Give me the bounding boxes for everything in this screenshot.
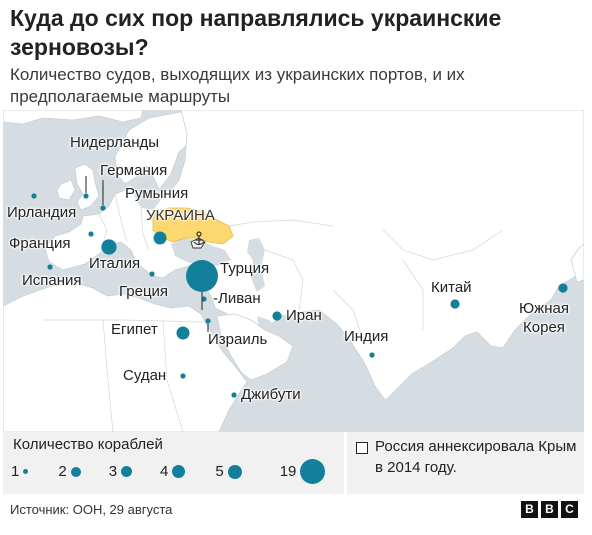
label-romania: Румыния	[125, 185, 189, 202]
legend-dot	[23, 469, 29, 474]
bbc-logo-b2: B	[541, 501, 558, 518]
marker-romania	[153, 231, 167, 245]
legend-dot	[70, 466, 81, 477]
label-greece: Греция	[119, 283, 169, 300]
legend-item-label: 1	[11, 463, 20, 480]
marker-djibouti	[231, 392, 237, 398]
marker-egypt	[176, 326, 190, 340]
bbc-logo: B B C	[518, 501, 578, 518]
label-egypt: Египет	[111, 321, 158, 338]
country-borders	[43, 193, 504, 432]
legend-item-19: 19	[280, 459, 326, 484]
port-anchor-icon	[193, 231, 205, 246]
marker-india	[369, 352, 375, 358]
label-turkey: Турция	[220, 260, 270, 277]
legend-item-label: 5	[215, 463, 224, 480]
marker-italy	[101, 239, 117, 255]
crimea-note: Россия аннексировала Крым в 2014 году.	[375, 438, 577, 476]
marker-sudan	[180, 373, 186, 379]
marker-greece	[149, 271, 155, 277]
persian-gulf	[257, 316, 279, 336]
marker-china	[450, 299, 460, 309]
marker-iran	[272, 311, 282, 321]
label-djibouti: Джибути	[241, 386, 301, 403]
legend-item-label: 4	[160, 463, 169, 480]
legend-dot	[172, 465, 186, 478]
legend-dot	[121, 466, 133, 477]
legend-item-label: 2	[58, 463, 67, 480]
caspian-sea	[247, 238, 265, 292]
marker-turkey	[186, 260, 218, 292]
label-italy: Италия	[89, 255, 141, 272]
legend-dot	[300, 459, 326, 484]
label-ukraine: УКРАИНА	[146, 207, 215, 224]
legend-item-label: 19	[279, 463, 297, 480]
chart-title: Куда до сих пор направлялись украинские …	[10, 5, 502, 60]
marker-france	[88, 231, 94, 237]
legend-items: 1 2 3 4 5 19	[11, 459, 326, 484]
marker-spain	[47, 264, 53, 270]
arabia-land	[216, 313, 294, 381]
marker-lebanon	[201, 296, 207, 302]
legend-divider	[344, 432, 347, 494]
marker-netherlands	[83, 193, 89, 199]
legend-item-4: 4	[160, 463, 186, 480]
label-india: Индия	[344, 328, 389, 345]
label-sudan: Судан	[123, 367, 167, 384]
legend: Количество кораблей 1 2 3 4 5 19 Россия аннек…	[3, 432, 584, 494]
label-china: Китай	[431, 279, 472, 296]
black-sea	[171, 238, 231, 266]
map-canvas	[3, 110, 584, 432]
uk-land	[74, 163, 100, 211]
legend-title: Количество кораблей	[13, 436, 163, 453]
marker-israel	[205, 318, 211, 324]
japan-land	[570, 243, 584, 283]
mediterranean-sea	[65, 250, 207, 306]
label-lebanon: -Ливан	[213, 290, 261, 307]
marker-germany	[100, 205, 106, 211]
leader-lines	[85, 176, 209, 332]
label-spain: Испания	[22, 272, 82, 289]
legend-item-2: 2	[58, 463, 81, 480]
bbc-logo-b1: B	[521, 501, 538, 518]
label-germany: Германия	[100, 162, 168, 179]
ireland-land	[56, 179, 76, 201]
marker-south-korea	[558, 283, 568, 293]
source-note: Источник: ООН, 29 августа	[10, 502, 173, 517]
label-south-korea: Южная Корея	[519, 300, 569, 336]
scandinavia-land	[114, 111, 204, 191]
north-landmass	[3, 110, 144, 125]
legend-dot	[227, 464, 242, 479]
markers	[31, 193, 568, 398]
map: Нидерланды Германия Ирландия Румыния УКР…	[3, 110, 584, 432]
legend-item-3: 3	[108, 463, 133, 480]
legend-item-1: 1	[11, 463, 29, 480]
label-france: Франция	[9, 235, 71, 252]
baltic-sea	[133, 182, 161, 210]
label-iran: Иран	[286, 307, 322, 324]
label-netherlands: Нидерланды	[70, 134, 160, 151]
legend-item-label: 3	[108, 463, 118, 480]
legend-item-5: 5	[215, 463, 242, 480]
marker-ireland	[31, 193, 37, 199]
chart-subtitle: Количество судов, выходящих из украински…	[10, 65, 465, 106]
africa-land	[3, 281, 248, 432]
bbc-logo-c: C	[561, 501, 578, 518]
label-israel: Израиль	[208, 331, 268, 348]
label-ireland: Ирландия	[7, 204, 77, 221]
bay-of-bengal	[385, 372, 419, 414]
crimea-note-swatch	[356, 442, 368, 454]
